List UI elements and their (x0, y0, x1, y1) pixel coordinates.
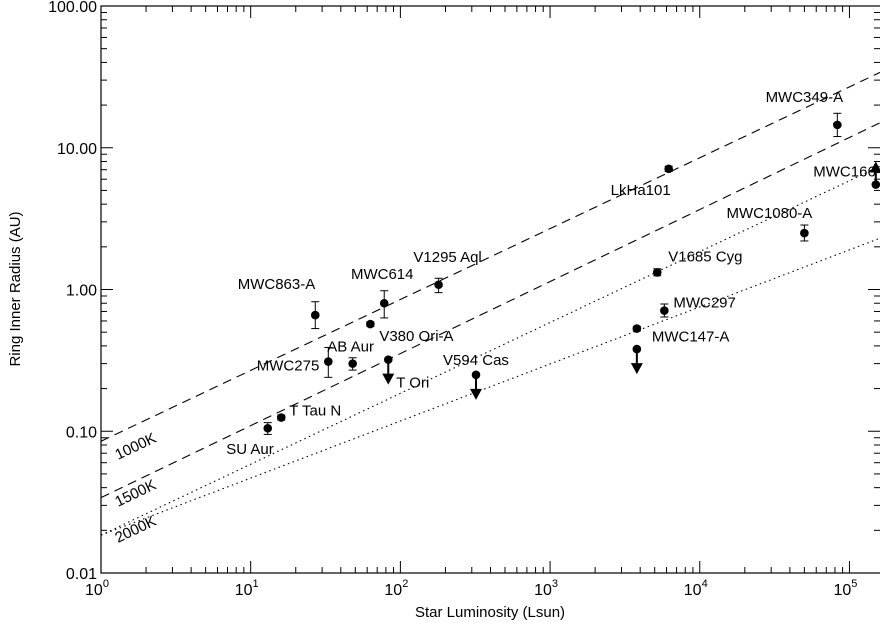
x-tick-label: 102 (384, 578, 408, 599)
upper-limit-arrowhead (469, 388, 482, 400)
star-label: SU Aur (226, 441, 274, 458)
data-point (664, 164, 673, 174)
star-label: MWC349-A (766, 89, 844, 106)
y-tick-label: 10.00 (57, 141, 97, 158)
star-label: MWC275 (257, 358, 320, 375)
data-point (366, 319, 375, 329)
data-point (471, 370, 481, 380)
star-label: MWC147-A (652, 329, 730, 346)
y-axis-title: Ring Inner Radius (AU) (7, 211, 24, 366)
star-label: MWC863-A (238, 276, 316, 293)
x-tick-label: 104 (684, 578, 708, 599)
star-label: V594 Cas (443, 352, 509, 369)
data-point (434, 280, 443, 290)
star-label: T Ori (396, 375, 429, 392)
x-tick-label: 105 (833, 578, 857, 599)
data-point (383, 355, 393, 364)
star-label: MWC297 (673, 295, 736, 312)
temperature-line (101, 71, 880, 442)
data-point (632, 324, 642, 333)
temperature-label: 1000K (112, 430, 158, 464)
star-label: AB Aur (327, 339, 374, 356)
data-point (379, 298, 389, 308)
temperature-line (101, 165, 880, 536)
data-point (800, 228, 809, 238)
data-point (871, 180, 880, 189)
plot-frame (100, 5, 880, 574)
y-tick-label: 1.00 (66, 283, 97, 300)
data-point (263, 423, 273, 433)
star-label: MWC1080-A (726, 205, 812, 222)
data-point (324, 357, 333, 366)
data-point (652, 268, 662, 277)
x-tick-label: 100 (85, 578, 109, 599)
data-point (632, 344, 642, 354)
temperature-line (101, 122, 880, 499)
y-tick-label: 0.01 (66, 566, 97, 583)
upper-limit-arrowhead (630, 363, 643, 375)
star-label: MWC166-A (813, 164, 880, 181)
data-point (660, 306, 669, 315)
x-axis-title: Star Luminosity (Lsun) (415, 604, 565, 621)
upper-limit-arrowhead (382, 373, 395, 385)
data-point (833, 120, 842, 130)
star-label: T Tau N (289, 403, 341, 420)
data-point (276, 413, 286, 422)
y-tick-label: 100.00 (48, 0, 97, 16)
star-label: LkHa101 (611, 182, 671, 199)
data-point (310, 310, 320, 320)
star-label: V380 Ori-A (379, 328, 453, 345)
star-label: MWC614 (351, 266, 414, 283)
x-tick-label: 101 (235, 578, 259, 599)
data-point (348, 359, 357, 368)
star-label: V1295 Aql (413, 249, 481, 266)
x-tick-label: 103 (534, 578, 558, 599)
y-tick-label: 0.10 (66, 424, 97, 441)
star-label: V1685 Cyg (668, 248, 742, 265)
temperature-label: 2000K (112, 513, 158, 547)
temperature-line (101, 237, 880, 536)
